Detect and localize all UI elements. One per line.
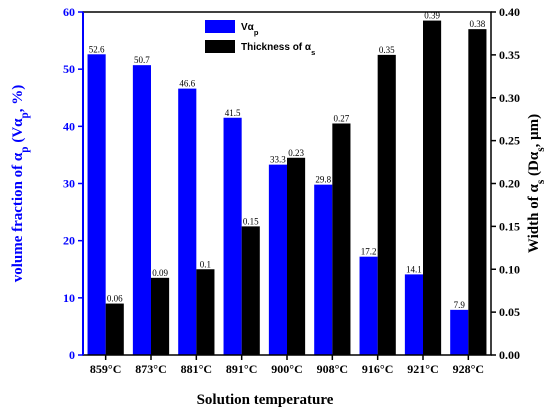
bar-right-1: [151, 277, 170, 355]
x-tick-label-1: 873°C: [135, 362, 166, 376]
bar-left-5: [314, 184, 333, 355]
data-label-left-1: 50.7: [134, 55, 150, 65]
legend-swatch-1: [205, 40, 235, 53]
data-label-right-3: 0.15: [243, 216, 259, 226]
bar-left-6: [359, 256, 378, 355]
left-y-tick-label-6: 60: [63, 5, 75, 19]
data-label-right-7: 0.39: [424, 11, 440, 21]
left-y-tick-label-3: 30: [63, 177, 75, 191]
bar-left-7: [404, 274, 423, 355]
data-label-left-5: 29.8: [315, 175, 331, 185]
left-y-tick-label-0: 0: [69, 348, 75, 362]
right-y-tick-label-6: 0.30: [499, 91, 520, 105]
data-label-left-7: 14.1: [406, 264, 422, 274]
right-y-tick-label-7: 0.35: [499, 48, 520, 62]
right-y-tick-label-5: 0.25: [499, 134, 520, 148]
bar-left-1: [132, 65, 151, 355]
data-labels: 52.6 0.06 50.7 0.09 46.6 0.1 41.5 0.15 33.30.23 2…: [89, 11, 486, 310]
x-tick-label-0: 859°C: [90, 362, 121, 376]
data-label-left-3: 41.5: [225, 108, 241, 118]
series-left-bars: [87, 54, 469, 355]
bar-left-2: [178, 88, 197, 355]
x-tick-label-8: 928°C: [453, 362, 484, 376]
data-label-left-4: 33.3: [270, 155, 286, 165]
right-y-tick-label-0: 0.00: [499, 348, 520, 362]
legend-label-0: Vαp: [241, 22, 259, 37]
legend-swatch-0: [205, 20, 235, 33]
left-y-tick-label-1: 10: [63, 291, 75, 305]
data-label-right-4: 0.23: [288, 148, 304, 158]
x-axis-title: Solution temperature: [197, 392, 334, 408]
series-right-bars: [105, 20, 487, 356]
data-label-right-2: 0.1: [200, 259, 211, 269]
right-y-tick-label-1: 0.05: [499, 305, 520, 319]
x-tick-label-3: 891°C: [226, 362, 257, 376]
left-y-axis-title: volume fraction of αp (Vαp, %): [10, 85, 31, 283]
data-label-left-8: 7.9: [454, 300, 466, 310]
bar-left-3: [223, 117, 242, 355]
data-label-right-1: 0.09: [152, 268, 168, 278]
data-label-left-6: 17.2: [361, 247, 377, 257]
right-y-tick-label-3: 0.15: [499, 219, 520, 233]
left-y-tick-label-5: 50: [63, 62, 75, 76]
bar-right-6: [377, 54, 396, 355]
bar-left-8: [450, 309, 469, 355]
data-label-left-0: 52.6: [89, 44, 105, 54]
x-tick-label-5: 908°C: [317, 362, 348, 376]
bar-right-5: [332, 123, 351, 355]
right-y-tick-label-8: 0.40: [499, 5, 520, 19]
left-y-tick-label-2: 20: [63, 234, 75, 248]
right-y-axis-title: Width of αs (Dαs, μm): [526, 114, 547, 253]
bar-left-4: [268, 164, 287, 355]
legend-label-1: Thickness of αs: [241, 42, 315, 57]
x-tick-label-4: 900°C: [271, 362, 302, 376]
bar-right-0: [105, 303, 124, 355]
right-y-tick-label-4: 0.20: [499, 177, 520, 191]
right-y-tick-label-2: 0.10: [499, 262, 520, 276]
x-tick-label-7: 921°C: [407, 362, 438, 376]
bar-left-0: [87, 54, 106, 355]
left-y-tick-label-4: 40: [63, 119, 75, 133]
data-label-right-5: 0.27: [334, 113, 350, 123]
x-tick-label-2: 881°C: [181, 362, 212, 376]
bar-right-4: [287, 157, 306, 355]
axes: 859°C 873°C 881°C 891°C 900°C 908°C 916°C 921°C…: [10, 5, 547, 376]
data-label-left-2: 46.6: [179, 79, 195, 89]
data-label-right-6: 0.35: [379, 45, 395, 55]
bar-right-3: [241, 226, 260, 355]
x-tick-label-6: 916°C: [362, 362, 393, 376]
bar-right-7: [423, 20, 442, 355]
x-axis-title-text: Solution temperature: [197, 392, 334, 408]
legend: Vαp Thickness of αs: [205, 20, 315, 57]
data-label-right-0: 0.06: [107, 294, 123, 304]
bar-right-2: [196, 269, 215, 355]
data-label-right-8: 0.38: [470, 19, 486, 29]
bar-right-8: [468, 29, 487, 356]
